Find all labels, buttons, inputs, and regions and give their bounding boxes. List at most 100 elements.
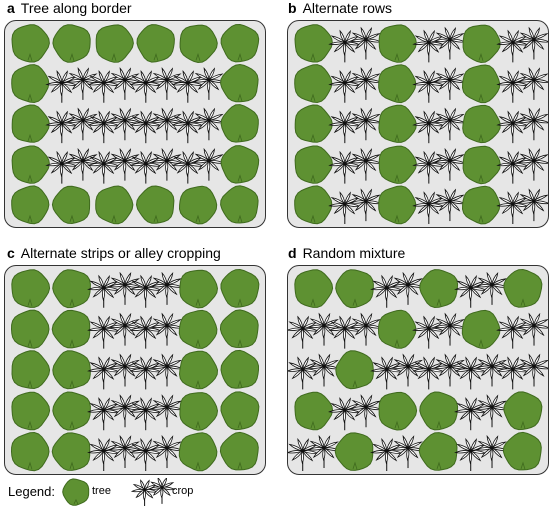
panel-c-tree-r2c1 — [52, 350, 91, 390]
panel-title-d: d Random mixture — [288, 245, 405, 261]
panel-d-tree-r4c5 — [502, 431, 542, 471]
panel-d-crop-r0c2 — [370, 271, 425, 308]
panel-c-tree-r4c5 — [219, 431, 259, 471]
panel-c-tree-r1c0 — [10, 309, 50, 349]
panel-c-tree-r4c0 — [10, 431, 50, 472]
panel-c-tree-r3c4 — [179, 392, 219, 431]
panel-c-crop-r0c2 — [87, 271, 142, 308]
panel-b-tree-r2c2 — [378, 104, 417, 143]
panel-a-tree-r1c0 — [11, 64, 50, 104]
panel-a-crop-r1c2 — [87, 67, 142, 103]
panel-a-grid — [11, 23, 260, 225]
panel-b-tree-r4c0 — [294, 185, 333, 225]
panel-a-tree-r1c5 — [220, 63, 259, 103]
panel-d-tree-r0c5 — [503, 268, 543, 308]
panel-letter-b: b — [288, 0, 297, 16]
panel-b-tree-r2c4 — [462, 104, 501, 144]
panel-b-tree-r1c0 — [294, 64, 333, 104]
panel-a-crop-r3c1 — [45, 147, 100, 184]
panel-letter-a: a — [7, 0, 15, 16]
panel-b-crop-r2c5 — [496, 107, 548, 144]
panel-c-crop-r1c2 — [87, 312, 142, 349]
panel-a-crop-r3c4 — [171, 147, 226, 184]
panel-c-grid — [10, 268, 260, 472]
panel-d-crop-r2c0 — [288, 353, 341, 390]
panel-title-text-d: Random mixture — [302, 245, 406, 261]
panel-b-crop-r0c1 — [328, 26, 383, 63]
panel-c-box — [4, 265, 266, 475]
panel-b-tree-r3c4 — [462, 145, 501, 185]
panel-b-tree-r4c2 — [378, 185, 417, 225]
panel-c-crop-r1c3 — [129, 312, 184, 349]
panel-a-tree-r0c5 — [220, 23, 260, 63]
panel-a-crop-r1c3 — [129, 67, 184, 103]
panel-c-tree-r2c5 — [220, 349, 259, 389]
panel-d-crop-r2c3 — [412, 353, 467, 390]
panel-b-crop-r0c3 — [412, 26, 467, 63]
panel-a-tree-r4c4 — [178, 185, 218, 225]
panel-d-tree-r4c1 — [334, 432, 374, 471]
panel-d-crop-r2c2 — [370, 353, 425, 390]
panel-d-tree-r3c2 — [378, 391, 418, 431]
panel-c-crop-r3c3 — [129, 394, 184, 431]
panel-b-tree-r3c2 — [378, 145, 418, 184]
panel-d-crop-r2c4 — [454, 353, 509, 390]
legend-tree-label: tree — [92, 485, 111, 497]
panel-d-crop-r3c1 — [328, 394, 383, 431]
panel-b-crop-r3c5 — [496, 147, 548, 184]
panel-a-tree-r3c5 — [220, 145, 260, 184]
panel-title-c: c Alternate strips or alley cropping — [7, 245, 221, 261]
panel-a-tree-r0c4 — [179, 24, 218, 64]
panel-a-tree-r4c2 — [95, 185, 134, 225]
panel-d-box — [287, 265, 549, 475]
panel-a-crop-r2c1 — [45, 107, 100, 144]
panel-d-grid — [288, 268, 548, 471]
panel-d-tree-r0c0 — [294, 269, 334, 308]
panel-letter-d: d — [288, 245, 297, 261]
panel-d-tree-r3c5 — [503, 391, 543, 431]
panel-d-tree-r0c3 — [419, 269, 459, 309]
panel-a-crop-r1c4 — [171, 67, 226, 103]
panel-b-crop-r1c1 — [328, 67, 383, 103]
panel-d-tree-r2c1 — [335, 350, 374, 390]
panel-a-tree-r2c0 — [11, 104, 50, 143]
panel-a-box — [4, 20, 266, 228]
panel-b-tree-r4c4 — [461, 185, 501, 225]
panel-a-crop-r1c1 — [45, 67, 100, 103]
panel-letter-c: c — [7, 245, 15, 261]
panel-b-tree-r1c4 — [461, 64, 501, 104]
panel-d-crop-r4c2 — [370, 435, 425, 471]
panel-c-tree-r3c5 — [220, 391, 260, 431]
panel-c-tree-r3c0 — [11, 391, 51, 431]
panel-a-crop-r3c2 — [87, 147, 142, 184]
panel-a-tree-r2c5 — [220, 104, 259, 143]
panel-a-tree-r4c3 — [135, 185, 175, 224]
panel-d-crop-r3c4 — [454, 394, 509, 431]
panel-b-tree-r2c0 — [294, 104, 333, 143]
panel-a-crop-r3c3 — [129, 147, 184, 184]
panel-b-tree-r0c2 — [378, 24, 417, 63]
panel-d-crop-r0c4 — [454, 271, 509, 308]
panel-b-crop-r2c3 — [412, 107, 467, 144]
panel-c-crop-r2c3 — [129, 353, 184, 390]
panel-a-crop-r2c2 — [87, 107, 142, 144]
panel-c-tree-r2c0 — [11, 350, 51, 390]
panel-d-crop-r1c3 — [412, 312, 467, 349]
panel-d-crop-r2c5 — [496, 353, 548, 390]
panel-b-crop-r3c1 — [328, 147, 383, 184]
legend-crop-label: crop — [172, 485, 194, 497]
panel-b-grid — [294, 24, 548, 225]
panel-d-crop-r4c0 — [288, 435, 341, 471]
panel-a-tree-r0c0 — [11, 24, 50, 63]
panel-b-tree-r0c0 — [294, 24, 333, 63]
panel-c-tree-r2c4 — [178, 350, 219, 390]
panel-b-crop-r1c5 — [496, 67, 548, 103]
panel-c-tree-r0c5 — [220, 268, 260, 308]
panel-c-crop-r2c2 — [87, 353, 142, 390]
panel-c-crop-r0c3 — [129, 271, 184, 308]
panel-a-tree-r3c0 — [11, 145, 51, 184]
panel-title-a: a Tree along border — [7, 0, 132, 16]
panel-b-crop-r4c1 — [328, 188, 383, 224]
panel-d-crop-r1c0 — [288, 312, 341, 349]
panel-d-crop-r4c4 — [454, 435, 509, 471]
